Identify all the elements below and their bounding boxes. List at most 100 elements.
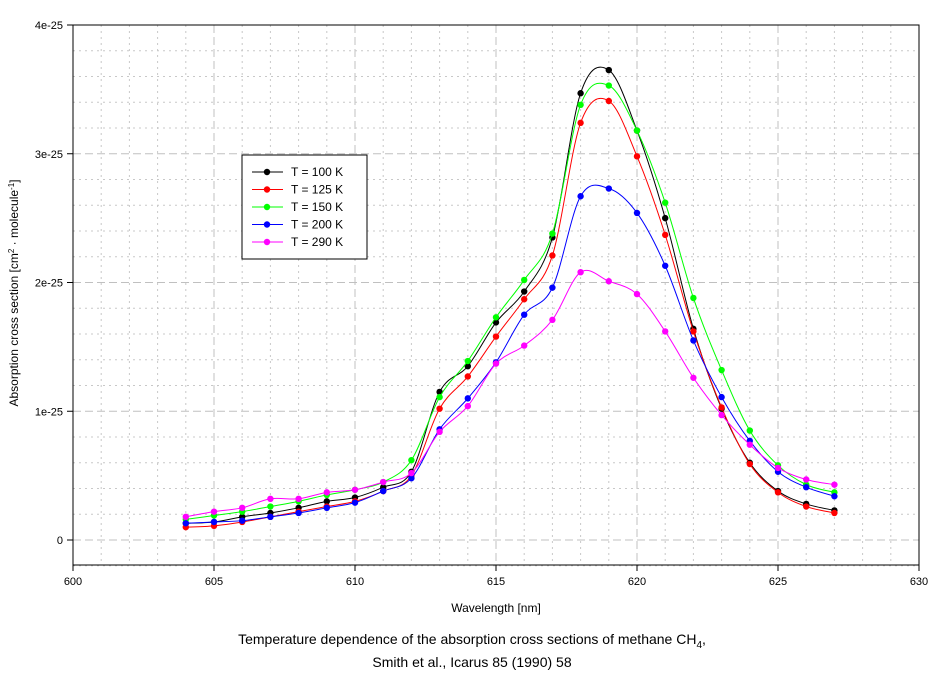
caption-line-1-main: Temperature dependence of the absorption… xyxy=(238,631,697,647)
data-point xyxy=(492,333,500,340)
data-point xyxy=(605,185,612,192)
legend-marker xyxy=(263,168,271,176)
y-axis-title: Absorption cross section [cm2 · molecule… xyxy=(7,179,22,406)
y-axis: 0 1e-25 2e-25 3e-25 4e-25 xyxy=(35,20,73,547)
series-group xyxy=(182,66,838,531)
data-point xyxy=(492,319,500,326)
data-point xyxy=(408,475,415,482)
data-point xyxy=(521,311,528,318)
data-point xyxy=(521,276,528,284)
data-point xyxy=(774,464,782,472)
data-point xyxy=(239,504,246,512)
data-point xyxy=(182,520,189,527)
y-axis-title-sup2: -1 xyxy=(7,182,16,190)
data-point xyxy=(549,316,556,324)
data-point xyxy=(351,486,359,493)
data-point xyxy=(577,119,584,127)
data-point xyxy=(323,498,330,505)
y-axis-title-sup1: 2 xyxy=(7,248,16,253)
data-point xyxy=(267,495,274,502)
series-line xyxy=(185,82,835,520)
legend-label: T = 290 K xyxy=(291,235,343,249)
x-tick-label: 620 xyxy=(628,576,646,588)
data-point xyxy=(746,460,753,468)
y-axis-title-mid: · molecule xyxy=(7,190,21,249)
data-point xyxy=(803,484,810,491)
data-point xyxy=(295,495,302,502)
data-point xyxy=(295,509,302,517)
data-point xyxy=(605,66,612,74)
data-point xyxy=(351,499,359,506)
data-point xyxy=(662,262,669,269)
data-point xyxy=(718,393,725,401)
data-point xyxy=(662,328,669,335)
legend-marker xyxy=(263,238,271,246)
data-point xyxy=(380,487,387,495)
legend: T = 100 K T = 125 K T = 150 K T = 200 K T = … xyxy=(241,154,368,260)
data-point xyxy=(464,357,471,365)
data-point xyxy=(521,342,528,349)
data-point xyxy=(549,284,556,291)
caption-line-1: Temperature dependence of the absorption… xyxy=(42,631,902,651)
data-point xyxy=(323,504,330,512)
data-point xyxy=(239,517,246,524)
x-tick-label: 625 xyxy=(769,576,787,588)
data-point xyxy=(492,360,500,367)
data-point xyxy=(718,404,725,411)
data-point xyxy=(803,476,810,483)
data-point xyxy=(577,90,584,97)
x-tick-label: 630 xyxy=(910,576,928,588)
data-point xyxy=(690,374,697,381)
series-200k xyxy=(182,184,838,527)
data-point xyxy=(662,199,669,206)
y-tick-label: 2e-25 xyxy=(35,278,63,290)
caption-line-2: Smith et al., Icarus 85 (1990) 58 xyxy=(372,654,572,670)
y-tick-label: 1e-25 xyxy=(35,406,63,418)
data-point xyxy=(436,428,443,436)
data-point xyxy=(323,489,330,496)
data-point xyxy=(633,209,641,217)
y-axis-title-end: ] xyxy=(7,179,21,182)
data-point xyxy=(577,101,584,109)
legend-marker xyxy=(263,203,271,211)
legend-label: T = 125 K xyxy=(291,183,343,197)
x-tick-label: 600 xyxy=(64,576,82,588)
data-point xyxy=(662,231,669,239)
data-point xyxy=(718,366,725,374)
data-point xyxy=(633,153,641,160)
data-point xyxy=(464,373,471,380)
data-point xyxy=(831,509,838,517)
data-point xyxy=(380,478,387,486)
y-tick-label: 0 xyxy=(57,535,63,547)
data-point xyxy=(464,395,471,402)
legend-marker xyxy=(263,186,271,193)
data-point xyxy=(774,489,782,496)
data-point xyxy=(746,427,753,434)
legend-label: T = 200 K xyxy=(291,218,343,232)
data-point xyxy=(803,503,810,510)
x-axis-title: Wavelength [nm] xyxy=(451,601,541,615)
data-point xyxy=(521,288,528,295)
chart: 600 605 610 615 620 625 630 0 1e-25 2e-25 3e-25 4e… xyxy=(7,20,929,615)
data-point xyxy=(521,296,528,303)
series-150k xyxy=(182,82,838,523)
grid xyxy=(73,25,919,567)
x-tick-label: 615 xyxy=(487,576,505,588)
series-100k xyxy=(182,66,838,527)
data-point xyxy=(633,290,641,298)
series-290k xyxy=(182,269,838,521)
data-point xyxy=(436,405,443,412)
data-point xyxy=(267,503,274,510)
data-point xyxy=(633,127,641,134)
y-axis-title-main: Absorption cross section [cm xyxy=(7,253,21,406)
x-tick-label: 610 xyxy=(346,576,364,588)
data-point xyxy=(210,518,218,526)
legend-label: T = 100 K xyxy=(291,165,343,179)
data-point xyxy=(605,97,612,105)
data-point xyxy=(464,402,471,410)
data-point xyxy=(436,393,443,401)
caption-line-1-sub: 4 xyxy=(696,639,703,651)
data-point xyxy=(690,294,697,302)
data-point xyxy=(746,441,753,448)
series-line xyxy=(185,66,835,524)
